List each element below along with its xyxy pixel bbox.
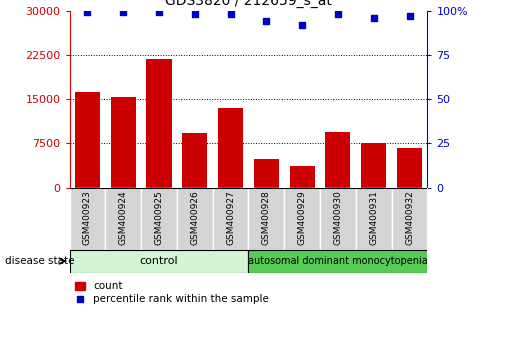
Point [334,11,342,17]
Text: GSM400928: GSM400928 [262,190,271,245]
Bar [248,250,427,273]
Text: disease state: disease state [5,256,75,266]
Text: GSM400925: GSM400925 [154,190,163,245]
Bar [105,188,141,250]
Point [298,22,306,28]
Text: GSM400930: GSM400930 [334,190,342,245]
Bar [284,188,320,250]
Point [405,13,414,19]
Legend: count, percentile rank within the sample: count, percentile rank within the sample [75,281,269,304]
Bar [391,188,427,250]
Bar [141,188,177,250]
Bar [254,159,279,188]
Bar [397,148,422,188]
Point [155,10,163,15]
Bar [320,188,356,250]
Text: control: control [140,256,178,266]
Bar [146,59,171,188]
Bar [75,92,100,188]
Bar [361,143,386,188]
Bar [70,188,105,250]
Point [83,10,92,15]
Bar [356,188,391,250]
Bar [248,188,284,250]
Text: GSM400927: GSM400927 [226,190,235,245]
Bar [177,188,213,250]
Point [370,15,378,21]
Point [262,18,270,24]
Bar [218,108,243,188]
Text: GSM400926: GSM400926 [191,190,199,245]
Text: GSM400924: GSM400924 [119,190,128,245]
Text: autosomal dominant monocytopenia: autosomal dominant monocytopenia [248,256,428,266]
Point [227,11,235,17]
Bar [289,166,315,188]
Bar [325,132,351,188]
Point [191,11,199,17]
Point [119,10,127,15]
Text: GSM400932: GSM400932 [405,190,414,245]
Text: GSM400923: GSM400923 [83,190,92,245]
Text: GSM400929: GSM400929 [298,190,306,245]
Title: GDS3820 / 212659_s_at: GDS3820 / 212659_s_at [165,0,332,8]
Bar [111,97,136,188]
Bar [70,250,248,273]
Bar [213,188,248,250]
Bar [182,133,208,188]
Text: GSM400931: GSM400931 [369,190,378,245]
